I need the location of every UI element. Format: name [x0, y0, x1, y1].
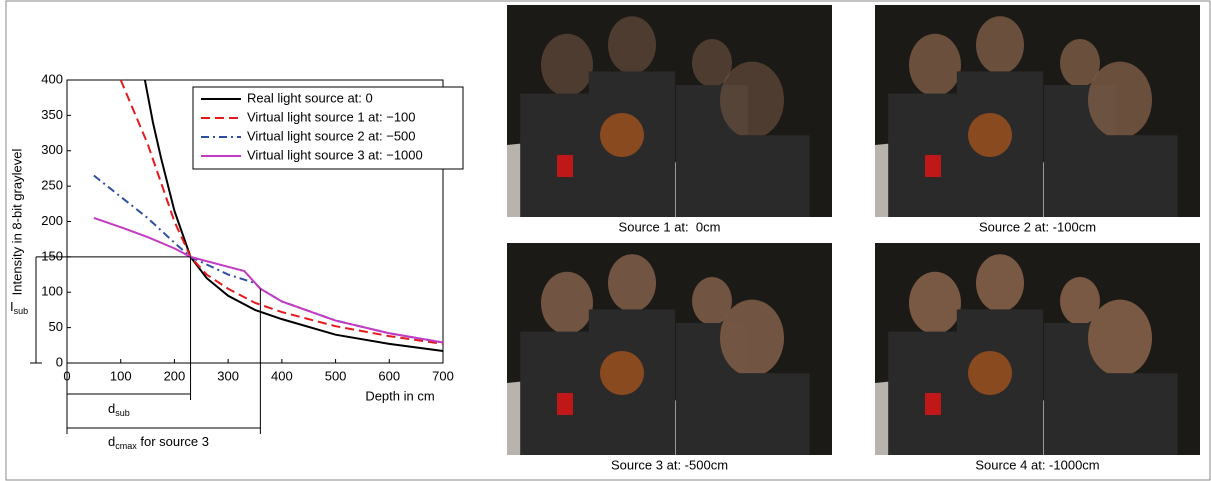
y-axis-label: Intensity in 8-bit graylevel [9, 149, 24, 296]
photo-cup [925, 393, 941, 415]
photo-cup [557, 393, 573, 415]
x-tick-label: 600 [378, 368, 400, 383]
photo-fruit [600, 113, 644, 157]
legend-label: Virtual light source 2 at: −500 [247, 128, 416, 143]
x-tick-label: 500 [325, 368, 347, 383]
photo-person [976, 254, 1024, 312]
legend-label: Virtual light source 3 at: −1000 [247, 147, 423, 162]
photo [875, 243, 1200, 455]
photo-cup [557, 155, 573, 177]
photo-cup [925, 155, 941, 177]
dcmax-label-suffix: for source 3 [137, 434, 209, 449]
photo-person [608, 254, 656, 312]
dsub-label-main: d [108, 401, 115, 416]
x-tick-label: 300 [217, 368, 239, 383]
dcmax-label: dcmax for source 3 [108, 434, 209, 451]
y-tick-label: 250 [41, 178, 63, 193]
photo-fruit [600, 351, 644, 395]
x-tick-label: 100 [110, 368, 132, 383]
y-tick-label: 0 [56, 354, 63, 369]
photo-fruit [968, 351, 1012, 395]
photo-person [1088, 62, 1152, 139]
y-tick-label: 400 [41, 71, 63, 86]
figure: Intensity in 8-bit graylevel Depth in cm… [0, 0, 1211, 481]
x-axis-label: Depth in cm [365, 388, 434, 403]
photo-body [694, 373, 809, 455]
photo-person [1088, 300, 1152, 377]
legend-label: Real light source at: 0 [247, 90, 373, 105]
isub-label-sub: sub [14, 306, 29, 316]
y-tick-label: 50 [49, 319, 63, 334]
photo-body [1062, 135, 1177, 217]
photo-person [720, 62, 784, 139]
y-tick-label: 150 [41, 248, 63, 263]
photo-caption: Source 3 at: -500cm [611, 457, 728, 472]
photo-person [909, 34, 961, 96]
photo [507, 5, 832, 217]
dsub-label: dsub [108, 401, 130, 418]
photo-person [909, 272, 961, 334]
legend-label: Virtual light source 1 at: −100 [247, 109, 416, 124]
photo-caption: Source 4 at: -1000cm [975, 457, 1099, 472]
isub-label: Isub [10, 299, 28, 316]
x-tick-label: 200 [164, 368, 186, 383]
x-tick-label: 700 [432, 368, 454, 383]
photo [507, 243, 832, 455]
photo-person [720, 300, 784, 377]
y-tick-label: 300 [41, 142, 63, 157]
photo-person [541, 272, 593, 334]
dcmax-label-sub: cmax [115, 441, 137, 451]
photo-fruit [968, 113, 1012, 157]
photo [875, 5, 1200, 217]
y-tick-label: 200 [41, 213, 63, 228]
y-tick-label: 350 [41, 107, 63, 122]
photo-caption: Source 1 at: 0cm [619, 219, 721, 234]
photo-caption: Source 2 at: -100cm [979, 219, 1096, 234]
photo-body [1062, 373, 1177, 455]
photo-person [608, 16, 656, 74]
dcmax-label-main: d [108, 434, 115, 449]
x-tick-label: 400 [271, 368, 293, 383]
dsub-label-sub: sub [115, 408, 130, 418]
photo-body [694, 135, 809, 217]
photo-person [976, 16, 1024, 74]
y-tick-label: 100 [41, 284, 63, 299]
photo-person [541, 34, 593, 96]
